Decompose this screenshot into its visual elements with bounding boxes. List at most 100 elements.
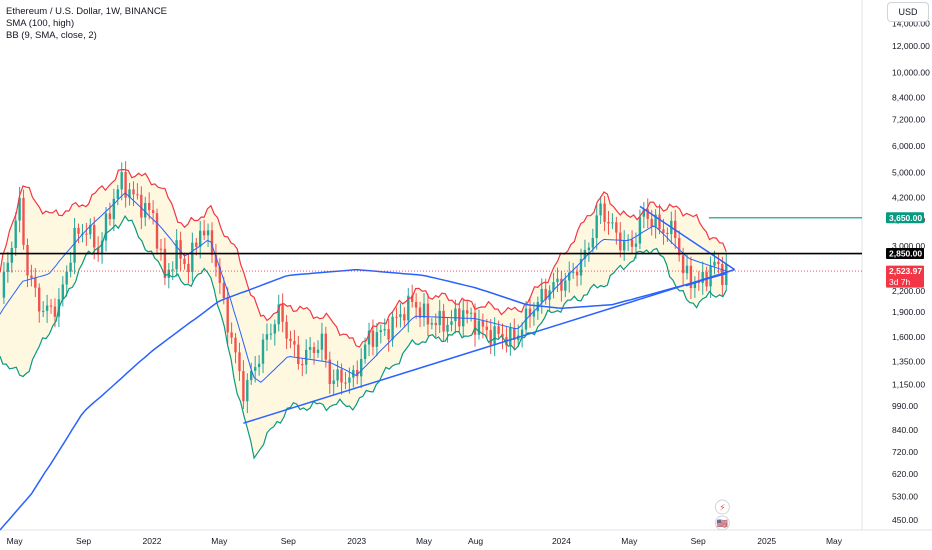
- candle-body: [293, 341, 296, 345]
- candle-body: [363, 344, 367, 359]
- candle-body: [564, 280, 567, 291]
- candle-body: [108, 213, 112, 220]
- candle-body: [277, 304, 280, 325]
- price-tick-label: 1,900.00: [892, 307, 925, 317]
- trendline-descending-resistance[interactable]: [639, 205, 736, 271]
- candle-body: [22, 197, 25, 245]
- trendline-ascending-support[interactable]: [243, 268, 735, 424]
- candle-body: [128, 189, 131, 198]
- candle-body: [595, 215, 598, 238]
- candle-body: [501, 333, 504, 338]
- price-tick-label: 840.00: [892, 425, 918, 435]
- price-tick-label: 530.00: [892, 491, 918, 501]
- candle-body: [681, 255, 685, 274]
- candle-body: [305, 349, 308, 365]
- candle-body: [407, 295, 410, 321]
- candle-body: [623, 240, 626, 251]
- candle-body: [513, 327, 516, 340]
- candle-body: [725, 263, 728, 285]
- bb-legend[interactable]: BB (9, SMA, close, 2): [6, 30, 97, 41]
- candle-body: [607, 221, 610, 224]
- candle-body: [112, 198, 115, 220]
- candle-body: [583, 250, 587, 260]
- candle-body: [650, 218, 653, 227]
- candle-body: [348, 377, 351, 383]
- candle-body: [477, 320, 481, 335]
- time-tick-label: 2022: [143, 536, 162, 546]
- candle-body: [709, 265, 712, 287]
- candle-body: [89, 224, 92, 235]
- sma-100-line: [0, 269, 727, 531]
- candle-body: [489, 330, 492, 345]
- candle-body: [520, 329, 524, 336]
- symbol-title[interactable]: Ethereum / U.S. Dollar, 1W, BINANCE: [6, 6, 168, 17]
- price-tick-label: 6,000.00: [892, 141, 925, 151]
- candle-body: [442, 310, 445, 332]
- us-flag-icon[interactable]: 🇺🇸: [714, 515, 730, 531]
- trendline-inner-support[interactable]: [685, 268, 735, 287]
- candle-body: [689, 265, 693, 289]
- price-tick-label: 12,000.00: [892, 41, 930, 51]
- candle-body: [509, 327, 512, 346]
- candle-body: [187, 263, 190, 272]
- time-tick-label: Sep: [76, 536, 91, 546]
- candle-body: [395, 316, 398, 318]
- candle-body: [544, 288, 547, 300]
- candle-body: [685, 265, 689, 274]
- candle-body: [250, 370, 253, 381]
- candle-body: [379, 330, 382, 332]
- candle-body: [65, 271, 68, 285]
- candle-body: [301, 364, 304, 366]
- bollinger-upper-line: [0, 169, 727, 348]
- candle-body: [556, 278, 559, 283]
- time-tick-label: May: [7, 536, 24, 546]
- price-tick-label: 450.00: [892, 515, 918, 525]
- candle-body: [454, 308, 457, 322]
- candle-body: [226, 297, 229, 333]
- candle-body: [658, 214, 661, 230]
- candles: [2, 161, 728, 414]
- candle-body: [367, 330, 371, 345]
- candle-body: [175, 240, 178, 270]
- last-price-tag-bg: [886, 265, 924, 288]
- candle-body: [289, 338, 292, 342]
- bollinger-basis-line: [0, 192, 727, 383]
- candle-body: [116, 189, 119, 199]
- candle-body: [599, 203, 602, 216]
- candle-body: [568, 272, 571, 281]
- candle-body: [320, 333, 324, 350]
- lightning-icon[interactable]: ⚡: [714, 499, 730, 515]
- price-tick-label: 14,000.00: [892, 19, 930, 29]
- candle-body: [34, 277, 37, 288]
- candle-body: [195, 242, 198, 247]
- candle-body: [61, 284, 64, 300]
- sma-legend[interactable]: SMA (100, high): [6, 18, 75, 29]
- price-tick-label: 1,150.00: [892, 380, 925, 390]
- candle-body: [316, 349, 320, 353]
- candle-body: [214, 255, 218, 267]
- time-axis[interactable]: May Sep 2022 May Sep 2023 May Aug 2024 May Sep 2025…: [7, 536, 843, 546]
- candle-body: [222, 283, 225, 298]
- candle-body: [140, 194, 143, 218]
- level-3650-tag: 3,650.00: [886, 212, 924, 224]
- candle-body: [646, 209, 649, 219]
- candle-body: [179, 240, 182, 259]
- candle-body: [497, 326, 500, 334]
- candle-body: [285, 321, 288, 339]
- candle-body: [124, 172, 127, 198]
- candle-body: [371, 330, 375, 347]
- candle-body: [199, 230, 202, 247]
- candle-body: [638, 216, 642, 244]
- candle-body: [418, 307, 422, 318]
- candle-body: [155, 213, 159, 249]
- candle-body: [473, 312, 477, 335]
- candle-body: [144, 203, 147, 218]
- candle-body: [411, 295, 414, 302]
- candle-body: [532, 311, 536, 317]
- time-tick-label: 2025: [757, 536, 776, 546]
- candle-body: [242, 371, 245, 402]
- candle-body: [485, 326, 488, 331]
- currency-button[interactable]: USD: [887, 2, 929, 22]
